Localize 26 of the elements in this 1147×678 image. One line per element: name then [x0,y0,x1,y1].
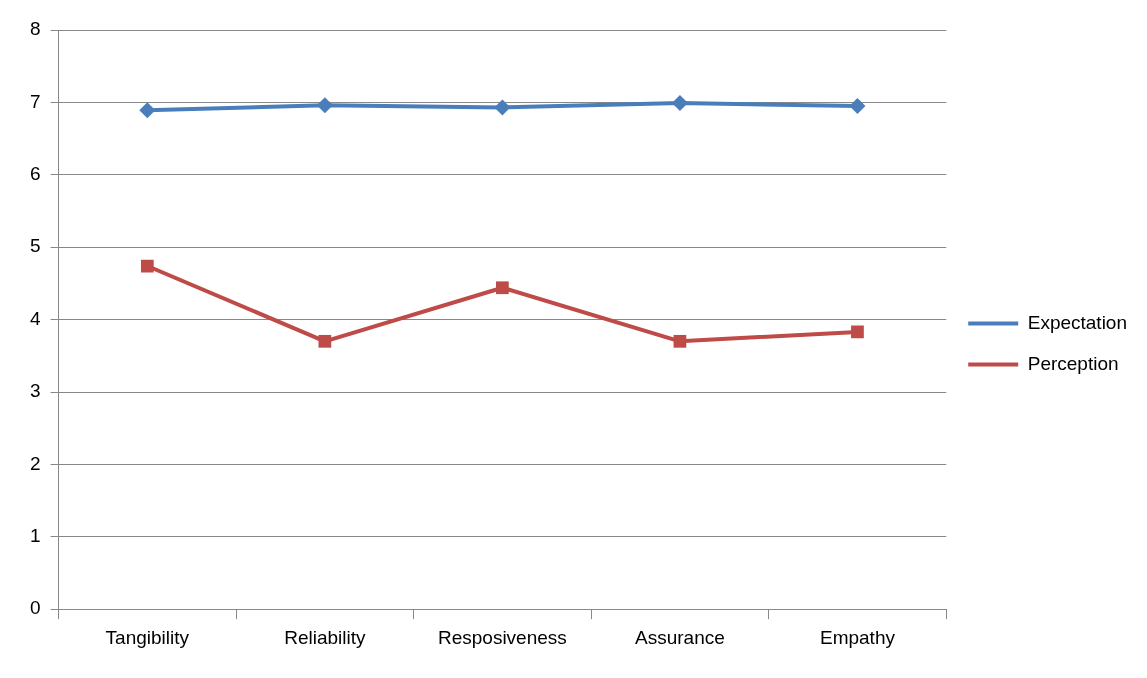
point [318,334,332,348]
y-tick-label: 5 [29,235,41,257]
point [671,95,688,112]
x-tick-label: Reliability [284,626,367,648]
y-tick-label: 3 [29,380,41,402]
point [496,281,509,295]
legend-label: Expectation [1027,311,1128,333]
x-tick-label: Empathy [819,626,896,648]
point [140,259,154,273]
y-tick-label: 6 [29,163,41,185]
x-tick-label: Resposiveness [437,626,567,648]
y-tick-label: 1 [29,525,41,547]
y-tick-label: 8 [29,18,41,40]
point [673,334,687,348]
point [316,97,333,114]
y-tick-label: 2 [29,452,41,474]
point [494,99,511,116]
y-tick-label: 4 [29,307,41,329]
point [139,102,156,119]
x-tick-label: Tangibility [105,626,190,648]
y-tick-label: 7 [29,90,41,112]
point [851,325,864,339]
y-tick-label: 0 [29,597,41,619]
legend-label: Perception [1027,352,1119,374]
x-tick-label: Assurance [635,626,725,648]
point [849,98,866,115]
